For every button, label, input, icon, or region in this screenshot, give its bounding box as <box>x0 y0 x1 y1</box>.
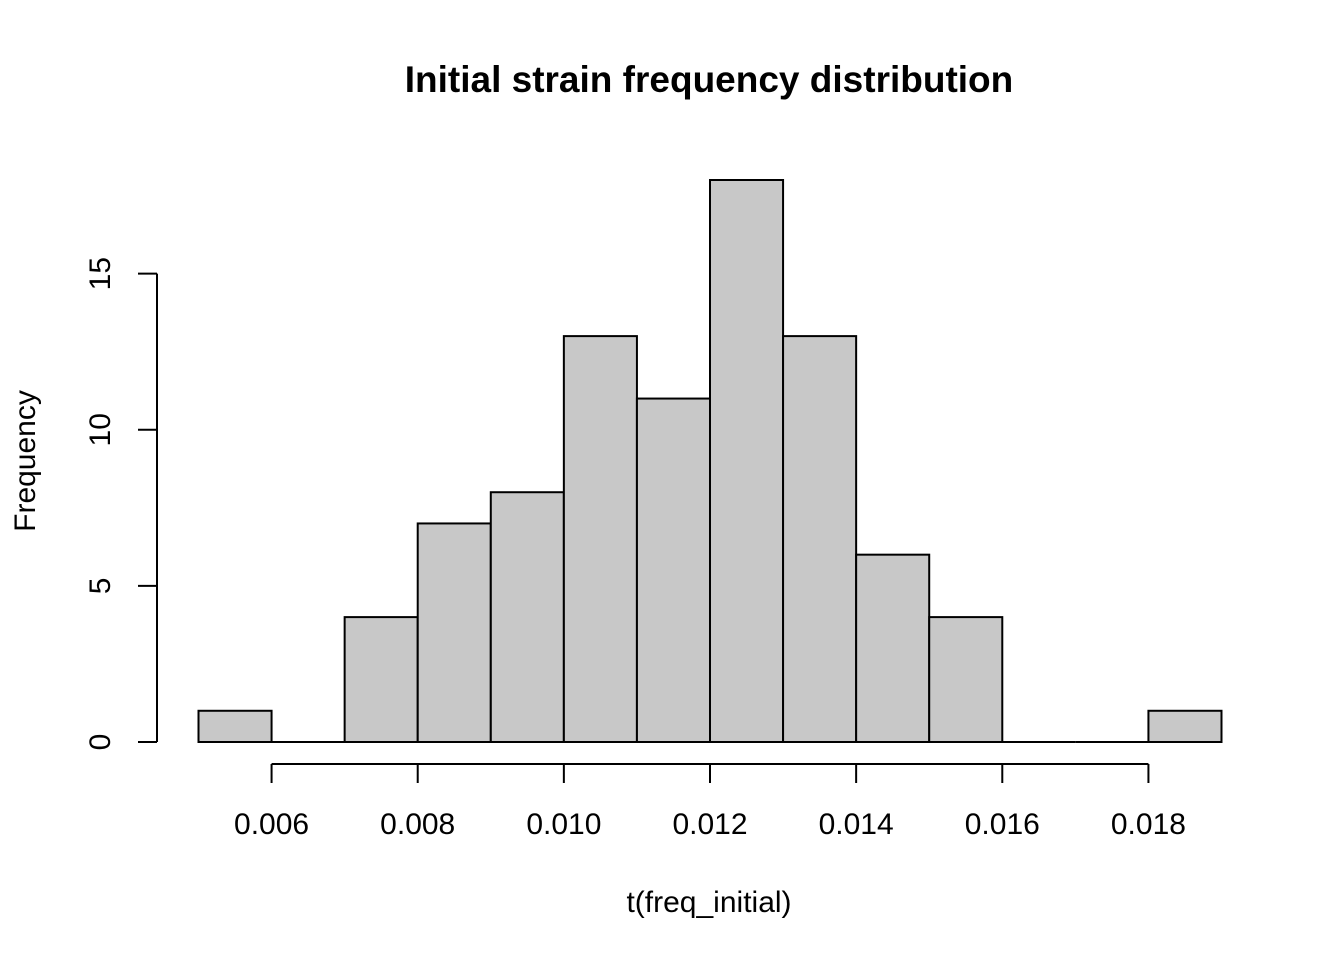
x-tick-label: 0.006 <box>234 808 309 841</box>
histogram-bar <box>635 397 712 743</box>
x-tick-label: 0.008 <box>380 808 455 841</box>
x-axis-label: t(freq_initial) <box>626 886 791 919</box>
histogram-bar <box>343 616 419 743</box>
x-axis: 0.006 0.008 0.010 0.012 0.014 0.016 0.018 <box>234 763 1186 841</box>
y-axis-label: Frequency <box>9 390 42 532</box>
y-tick-label: 5 <box>84 578 117 595</box>
x-tick-label: 0.014 <box>819 808 894 841</box>
histogram-bar <box>709 179 785 743</box>
histogram-bar <box>562 335 638 743</box>
x-tick-label: 0.016 <box>965 808 1040 841</box>
y-tick-label: 0 <box>84 734 117 751</box>
y-tick-label: 15 <box>84 257 117 290</box>
x-tick-label: 0.018 <box>1111 808 1186 841</box>
histogram-bar <box>782 335 858 743</box>
histogram-bar <box>416 522 492 744</box>
histogram-bar <box>855 553 931 744</box>
x-tick-label: 0.012 <box>672 808 747 841</box>
y-tick-label: 10 <box>84 413 117 446</box>
histogram-bar <box>1147 709 1223 743</box>
chart-title: Initial strain frequency distribution <box>405 59 1014 100</box>
histogram-bar <box>197 709 273 743</box>
y-axis: 0 5 10 15 <box>84 257 158 751</box>
histogram-bar <box>489 491 565 743</box>
histogram-bar <box>928 616 1004 743</box>
x-tick-label: 0.010 <box>526 808 601 841</box>
bars-group <box>197 179 1223 744</box>
